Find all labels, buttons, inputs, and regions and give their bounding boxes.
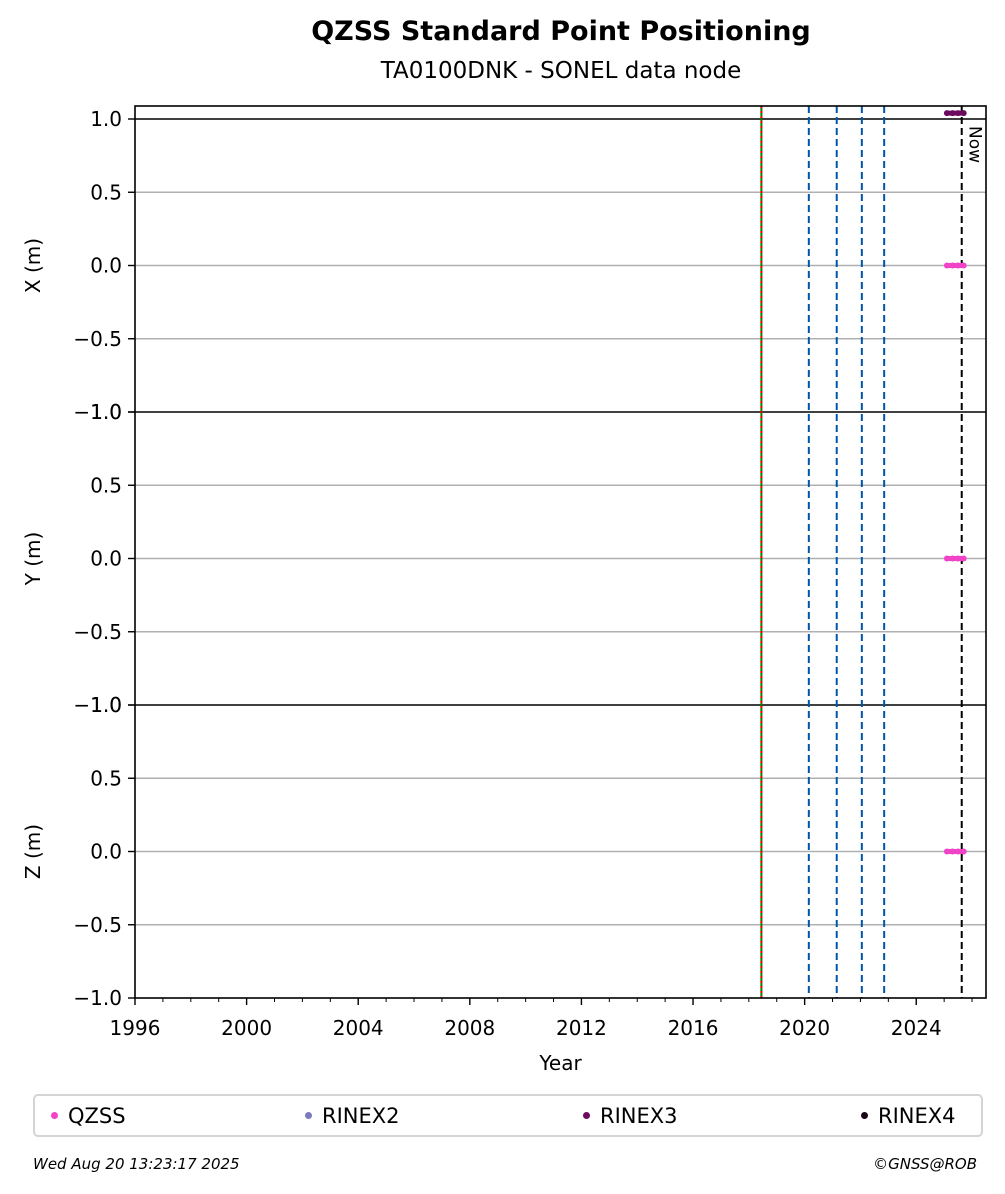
data-point-qzss xyxy=(949,262,956,269)
y-axis-label: X (m) xyxy=(21,238,45,293)
x-tick-label: 1996 xyxy=(110,1016,161,1040)
x-tick-label: 2024 xyxy=(891,1016,942,1040)
y-tick-label: 1.0 xyxy=(90,400,122,424)
legend-marker-rinex3 xyxy=(583,1112,590,1119)
legend-label: QZSS xyxy=(68,1103,126,1128)
y-tick-label: −1.0 xyxy=(73,986,122,1010)
y-axis-label: Z (m) xyxy=(21,824,45,879)
data-point-qzss xyxy=(943,555,950,562)
chart-legend: QZSS RINEX2 RINEX3 RINEX4 xyxy=(33,1094,983,1137)
data-point-qzss xyxy=(943,848,950,855)
y-tick-label: −1.0 xyxy=(73,693,122,717)
legend-item-rinex4: RINEX4 xyxy=(861,1096,956,1135)
data-point-qzss xyxy=(949,555,956,562)
legend-item-rinex2: RINEX2 xyxy=(305,1096,400,1135)
data-point-qzss xyxy=(960,848,967,855)
y-tick-label: 1.0 xyxy=(90,107,122,131)
y-tick-label: −0.5 xyxy=(73,327,122,351)
chart-subtitle: TA0100DNK - SONEL data node xyxy=(380,58,742,84)
data-point-qzss xyxy=(955,262,962,269)
legend-label: RINEX2 xyxy=(322,1103,400,1128)
y-tick-label: 1.0 xyxy=(90,693,122,717)
y-tick-label: 0.5 xyxy=(90,473,122,497)
x-tick-label: 2008 xyxy=(444,1016,495,1040)
y-tick-label: −0.5 xyxy=(73,913,122,937)
y-tick-label: 0.5 xyxy=(90,766,122,790)
now-label: Now xyxy=(965,126,985,163)
data-point-qzss xyxy=(955,555,962,562)
x-tick-label: 2004 xyxy=(333,1016,384,1040)
footer-date: Wed Aug 20 13:23:17 2025 xyxy=(33,1155,240,1173)
legend-label: RINEX4 xyxy=(878,1103,956,1128)
data-point-qzss xyxy=(960,262,967,269)
y-tick-label: −0.5 xyxy=(73,620,122,644)
chart-plot-area: −1.0 −0.5 0.0 0.5 1.0 X (m) −1.0 −0.5 0.0 0.5 1.0 Y… xyxy=(21,105,987,1075)
y-tick-label: 0.0 xyxy=(90,254,122,278)
chart-title: QZSS Standard Point Positioning xyxy=(311,16,811,47)
x-tick-label: 2016 xyxy=(668,1016,719,1040)
y-axis-label: Y (m) xyxy=(21,532,45,587)
x-tick-label: 2020 xyxy=(779,1016,830,1040)
y-tick-label: −1.0 xyxy=(73,400,122,424)
legend-marker-qzss xyxy=(51,1112,58,1119)
legend-item-qzss: QZSS xyxy=(51,1096,126,1135)
x-tick-label: 2000 xyxy=(221,1016,272,1040)
data-point-qzss xyxy=(960,555,967,562)
data-point-qzss xyxy=(949,848,956,855)
legend-label: RINEX3 xyxy=(600,1103,678,1128)
legend-marker-rinex4 xyxy=(861,1112,868,1119)
y-tick-label: 0.0 xyxy=(90,840,122,864)
data-point-rinex3 xyxy=(949,110,956,117)
x-axis-label: Year xyxy=(538,1051,582,1075)
data-point-rinex3 xyxy=(943,110,950,117)
y-tick-label: 0.5 xyxy=(90,180,122,204)
data-point-rinex3 xyxy=(960,110,967,117)
footer-copyright: ©GNSS@ROB xyxy=(873,1155,977,1173)
x-tick-label: 2012 xyxy=(556,1016,607,1040)
data-point-qzss xyxy=(955,848,962,855)
data-point-qzss xyxy=(943,262,950,269)
y-tick-label: 0.0 xyxy=(90,547,122,571)
data-point-rinex3 xyxy=(955,110,962,117)
legend-item-rinex3: RINEX3 xyxy=(583,1096,678,1135)
plot-frame xyxy=(134,105,987,999)
legend-marker-rinex2 xyxy=(305,1112,312,1119)
